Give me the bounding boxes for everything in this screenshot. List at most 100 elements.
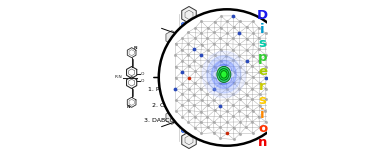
Point	[185, 121, 191, 123]
Point	[256, 71, 262, 73]
Text: e: e	[258, 66, 267, 78]
Circle shape	[186, 128, 192, 134]
Polygon shape	[166, 111, 178, 124]
Point	[236, 109, 242, 112]
Point	[257, 93, 263, 95]
Circle shape	[182, 93, 184, 96]
Ellipse shape	[202, 51, 246, 98]
Polygon shape	[200, 79, 212, 92]
Point	[237, 20, 243, 22]
Point	[231, 138, 237, 141]
Point	[268, 115, 274, 118]
Point	[263, 77, 269, 79]
Point	[172, 53, 178, 56]
Point	[192, 82, 198, 84]
Polygon shape	[166, 79, 178, 92]
Point	[198, 110, 204, 113]
Polygon shape	[182, 109, 196, 126]
Text: s: s	[259, 37, 266, 50]
Circle shape	[188, 94, 190, 96]
Point	[237, 65, 243, 68]
Point	[270, 104, 276, 107]
Point	[230, 93, 236, 96]
Circle shape	[187, 111, 191, 114]
Circle shape	[194, 130, 195, 131]
Text: 1. Pd(II): 1. Pd(II)	[147, 87, 172, 92]
Point	[263, 87, 269, 90]
Point	[236, 55, 242, 57]
Point	[275, 99, 281, 101]
Polygon shape	[182, 29, 196, 46]
Point	[275, 54, 281, 57]
Point	[256, 37, 262, 39]
Point	[198, 99, 204, 102]
Point	[262, 109, 268, 112]
Ellipse shape	[215, 64, 232, 84]
Point	[198, 43, 204, 46]
Point	[198, 65, 204, 67]
Circle shape	[194, 94, 195, 95]
Point	[237, 121, 243, 123]
Point	[191, 59, 197, 62]
Point	[179, 70, 185, 73]
Ellipse shape	[214, 71, 221, 78]
Point	[225, 32, 231, 34]
Point	[243, 82, 249, 84]
Ellipse shape	[223, 67, 231, 73]
Point	[185, 42, 191, 45]
Circle shape	[183, 60, 184, 61]
Point	[198, 53, 204, 56]
Point	[179, 70, 185, 73]
Point	[263, 65, 269, 68]
Point	[230, 37, 236, 40]
Polygon shape	[182, 7, 196, 23]
Point	[257, 104, 263, 107]
Point	[224, 99, 230, 101]
Point	[205, 60, 211, 62]
Point	[198, 132, 204, 135]
Point	[186, 65, 192, 67]
Point	[173, 99, 179, 102]
Point	[172, 42, 178, 45]
Point	[186, 88, 192, 90]
Point	[217, 82, 223, 84]
Point	[236, 31, 242, 34]
Text: O: O	[141, 72, 144, 76]
Polygon shape	[182, 132, 196, 148]
Circle shape	[187, 41, 191, 44]
Point	[244, 37, 250, 40]
Point	[192, 70, 198, 73]
Point	[263, 98, 269, 101]
Point	[179, 116, 185, 118]
Text: 3. DABCO: 3. DABCO	[144, 118, 175, 123]
Point	[179, 49, 185, 51]
Point	[236, 88, 242, 90]
Point	[186, 77, 192, 79]
Polygon shape	[200, 31, 212, 44]
Point	[250, 32, 256, 34]
Point	[275, 76, 281, 79]
Polygon shape	[166, 31, 178, 44]
Point	[244, 60, 250, 62]
Point	[191, 48, 197, 51]
Ellipse shape	[219, 69, 229, 80]
Point	[263, 32, 269, 34]
Point	[217, 104, 223, 107]
Point	[256, 115, 262, 118]
Point	[212, 66, 218, 68]
Point	[237, 133, 243, 135]
Text: 2. Cl: 2. Cl	[152, 103, 167, 108]
Point	[217, 115, 223, 117]
Point	[179, 104, 185, 106]
Ellipse shape	[218, 68, 229, 81]
Point	[218, 48, 224, 51]
Point	[204, 70, 210, 73]
Point	[275, 109, 281, 112]
Point	[256, 48, 262, 51]
Point	[268, 37, 274, 40]
Ellipse shape	[217, 67, 231, 82]
Point	[191, 104, 197, 107]
Point	[249, 65, 255, 67]
Point	[231, 59, 237, 62]
Point	[270, 59, 276, 62]
